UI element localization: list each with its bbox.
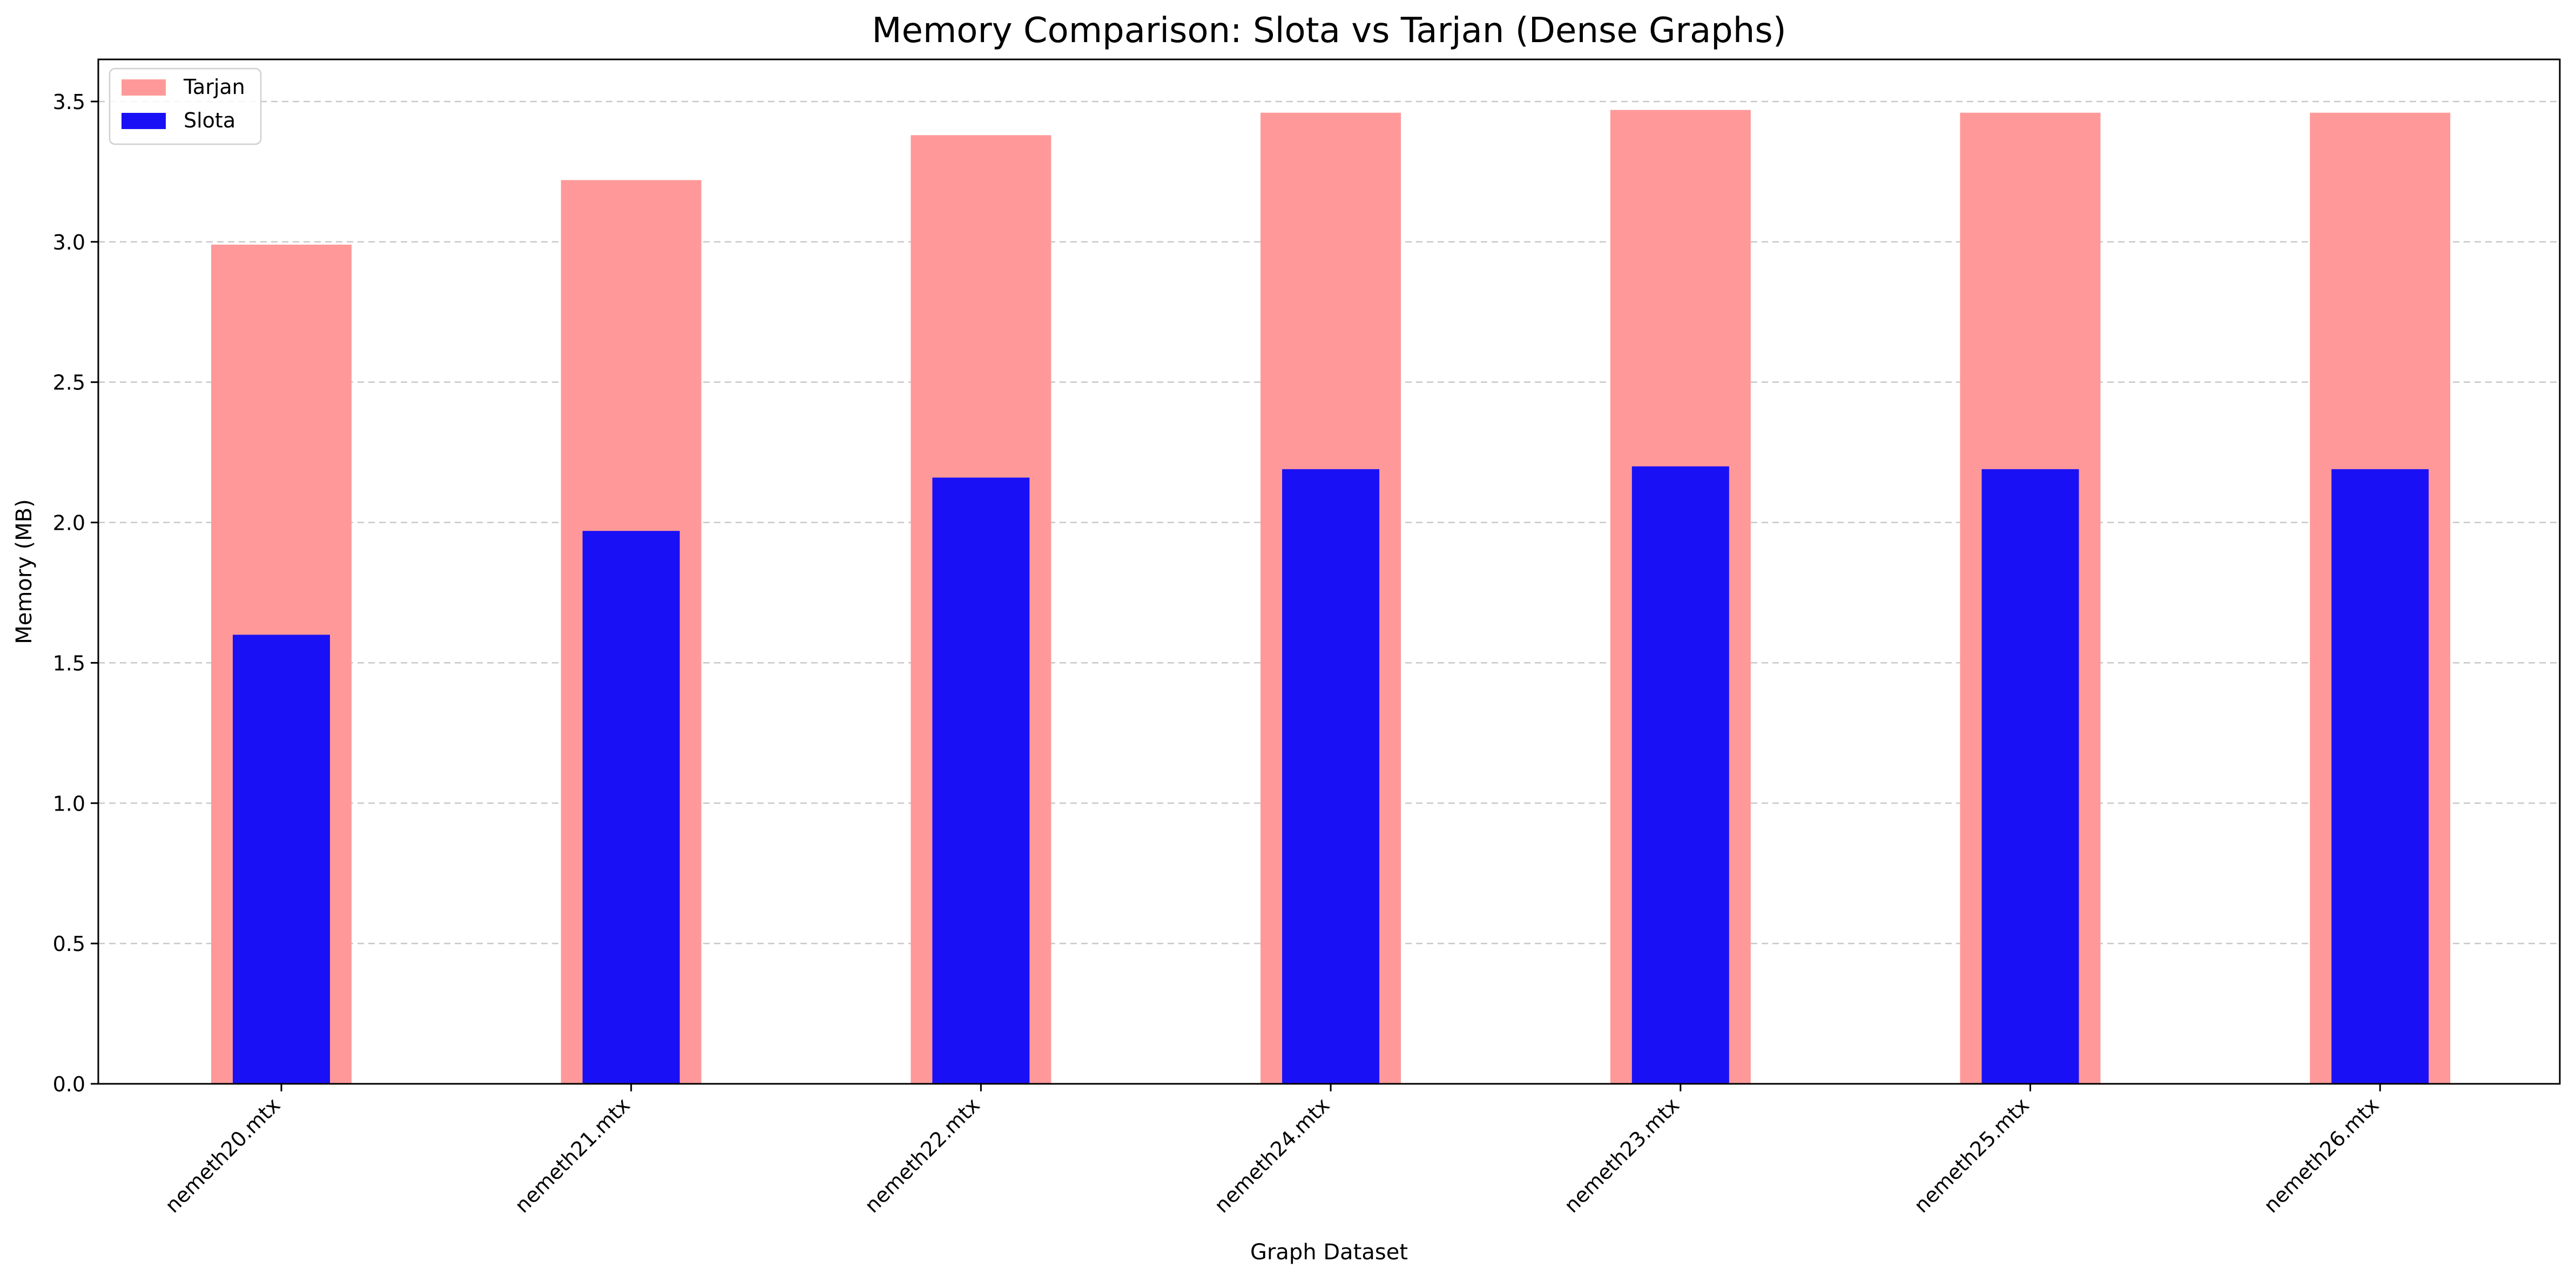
y-tick-label: 1.0 [53, 792, 85, 815]
x-axis-label: Graph Dataset [1250, 1240, 1408, 1265]
bar-slota [233, 635, 330, 1084]
bar-slota [1981, 469, 2079, 1084]
y-tick-label: 1.5 [53, 651, 85, 675]
y-axis-ticks: 0.0 0.5 1.0 1.5 2.0 2.5 3.0 3.5 [53, 90, 98, 1096]
legend: Tarjan Slota [109, 68, 262, 145]
y-tick-label: 0.0 [53, 1072, 85, 1096]
legend-swatch-tarjan [122, 79, 166, 96]
legend-swatch-slota [122, 113, 166, 129]
legend-label-tarjan: Tarjan [183, 75, 245, 99]
bar-slota [1631, 466, 1729, 1084]
slota-bars [233, 466, 2429, 1084]
y-tick-label: 3.5 [53, 90, 85, 114]
legend-label-slota: Slota [184, 109, 235, 132]
chart-title: Memory Comparison: Slota vs Tarjan (Dens… [872, 11, 1786, 51]
bar-slota [932, 477, 1030, 1084]
y-tick-label: 2.5 [53, 371, 85, 395]
y-tick-label: 2.0 [53, 511, 85, 535]
y-axis-label: Memory (MB) [12, 499, 37, 644]
y-tick-label: 0.5 [53, 932, 85, 956]
y-tick-label: 3.0 [53, 231, 85, 254]
bar-slota [1282, 469, 1380, 1084]
bar-slota [2331, 469, 2429, 1084]
bar-slota [582, 531, 680, 1084]
plot-frame [97, 58, 2561, 1085]
